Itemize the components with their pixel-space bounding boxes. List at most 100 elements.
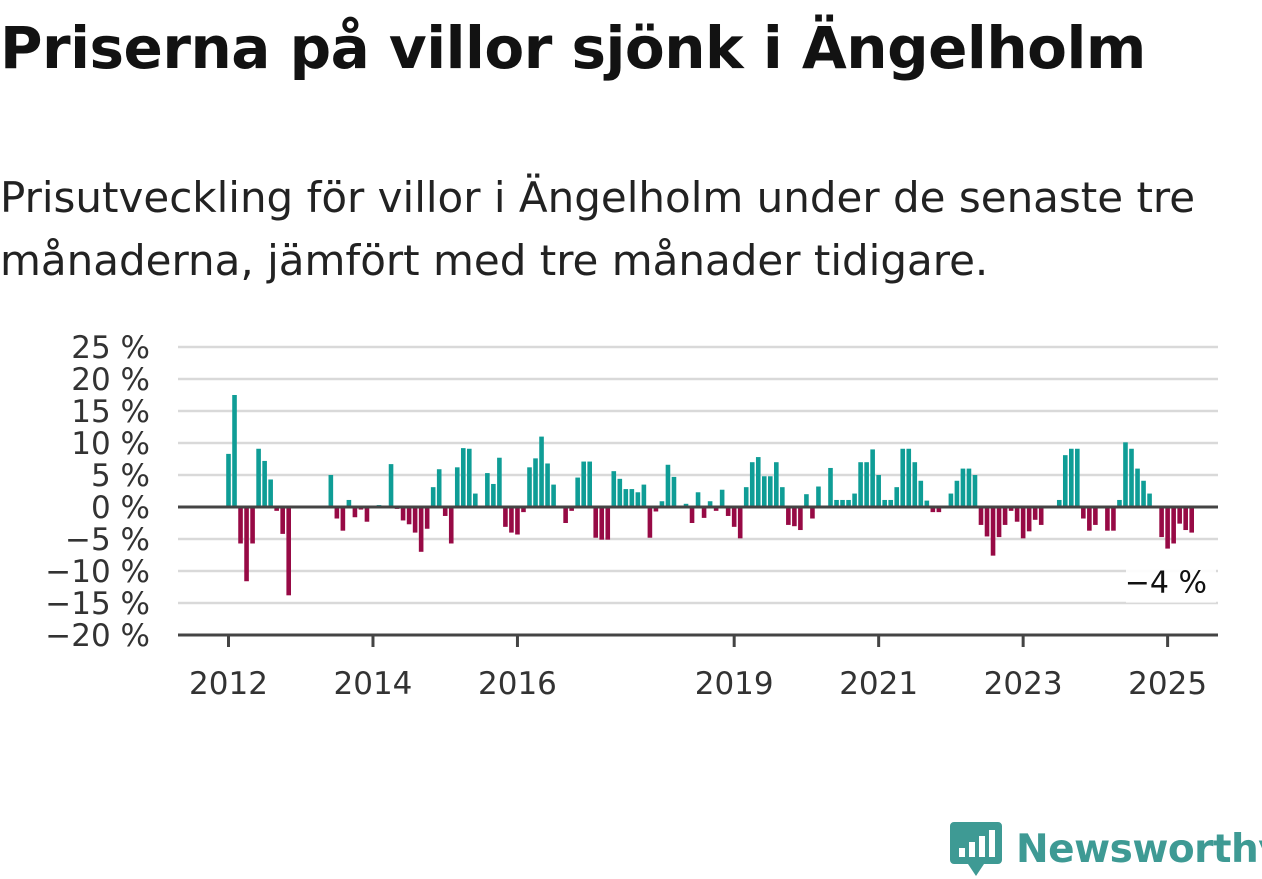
bar bbox=[695, 492, 701, 507]
bar bbox=[665, 464, 671, 507]
bar bbox=[966, 468, 972, 507]
bar bbox=[551, 484, 556, 507]
bar bbox=[286, 507, 291, 596]
annotations: −4 % bbox=[1125, 562, 1216, 603]
bar bbox=[1038, 507, 1044, 525]
bar bbox=[930, 507, 936, 513]
bar bbox=[1002, 507, 1008, 525]
bar bbox=[653, 507, 659, 512]
bar bbox=[978, 507, 984, 525]
bar bbox=[858, 462, 863, 507]
newsworthy-chart-icon bbox=[950, 822, 1002, 876]
bar bbox=[244, 507, 249, 582]
x-tick-label: 2016 bbox=[478, 666, 557, 702]
bar bbox=[1020, 507, 1026, 539]
bar bbox=[755, 457, 761, 507]
bar bbox=[912, 462, 918, 507]
x-tick-label: 2012 bbox=[189, 666, 268, 702]
bar bbox=[1008, 507, 1014, 511]
bar bbox=[996, 507, 1002, 538]
bar bbox=[611, 471, 617, 507]
chart-subtitle: Prisutveckling för villor i Ängelholm un… bbox=[0, 173, 1196, 285]
bar bbox=[647, 507, 653, 538]
bar bbox=[749, 462, 755, 507]
bar bbox=[539, 436, 544, 507]
bar bbox=[533, 458, 538, 507]
bar bbox=[876, 475, 881, 507]
bar bbox=[1087, 507, 1092, 531]
last-value-annotation: −4 % bbox=[1125, 566, 1207, 601]
bar bbox=[1014, 507, 1020, 522]
bar bbox=[683, 503, 689, 507]
y-tick-label: −20 % bbox=[45, 618, 150, 654]
bar bbox=[1189, 507, 1194, 533]
bar bbox=[954, 480, 960, 507]
y-tick-label: −10 % bbox=[45, 554, 150, 590]
bar bbox=[262, 460, 267, 507]
y-tick-label: 10 % bbox=[71, 426, 150, 462]
bar bbox=[418, 507, 424, 552]
grid-lines bbox=[178, 345, 1218, 605]
bars bbox=[226, 395, 1194, 596]
bar bbox=[515, 507, 520, 535]
bar bbox=[454, 467, 460, 507]
bar bbox=[834, 499, 839, 507]
bar bbox=[846, 499, 851, 507]
bar bbox=[1171, 507, 1176, 544]
bar bbox=[563, 507, 568, 523]
bar bbox=[274, 507, 279, 511]
bar bbox=[774, 462, 779, 507]
bar bbox=[1123, 442, 1128, 507]
bar bbox=[894, 487, 900, 507]
bar bbox=[701, 507, 707, 518]
bar bbox=[725, 507, 731, 516]
bar bbox=[346, 499, 352, 507]
bar bbox=[671, 476, 677, 507]
bar bbox=[1056, 499, 1062, 507]
bar bbox=[460, 448, 466, 507]
bar bbox=[412, 507, 418, 533]
axes bbox=[178, 505, 1218, 637]
bar bbox=[340, 507, 346, 531]
y-tick-label: 20 % bbox=[71, 362, 150, 398]
bar bbox=[268, 479, 273, 507]
newsworthy-logo: Newsworthy bbox=[950, 820, 1262, 878]
bar bbox=[689, 507, 695, 523]
bar bbox=[798, 507, 803, 531]
bar bbox=[334, 507, 340, 519]
bar bbox=[400, 507, 406, 521]
y-tick-label: −15 % bbox=[45, 586, 150, 622]
bar bbox=[406, 507, 412, 525]
bar bbox=[430, 487, 436, 507]
bar bbox=[1075, 448, 1080, 507]
bar bbox=[882, 499, 887, 507]
bar bbox=[918, 480, 924, 507]
bar bbox=[473, 493, 478, 507]
bar bbox=[707, 501, 713, 507]
bar bbox=[424, 507, 430, 529]
bar bbox=[352, 507, 358, 518]
bar bbox=[1183, 507, 1188, 531]
bar bbox=[527, 467, 532, 507]
bar bbox=[497, 457, 502, 507]
bar bbox=[1129, 448, 1134, 507]
bar bbox=[1117, 499, 1122, 507]
bar bbox=[328, 475, 334, 507]
y-tick-label: 0 % bbox=[91, 490, 150, 526]
bar bbox=[743, 487, 749, 507]
bar bbox=[780, 487, 785, 507]
bar bbox=[972, 475, 978, 507]
x-tick-label: 2023 bbox=[984, 666, 1063, 702]
bar bbox=[1062, 455, 1068, 507]
bar bbox=[792, 507, 797, 527]
bar bbox=[491, 483, 496, 507]
bar bbox=[1069, 448, 1074, 507]
bar bbox=[587, 461, 592, 507]
bar bbox=[1026, 507, 1032, 532]
bar bbox=[485, 473, 490, 507]
x-tick-label: 2019 bbox=[695, 666, 774, 702]
bar bbox=[442, 507, 448, 516]
bar bbox=[810, 507, 815, 519]
bar bbox=[280, 507, 285, 534]
